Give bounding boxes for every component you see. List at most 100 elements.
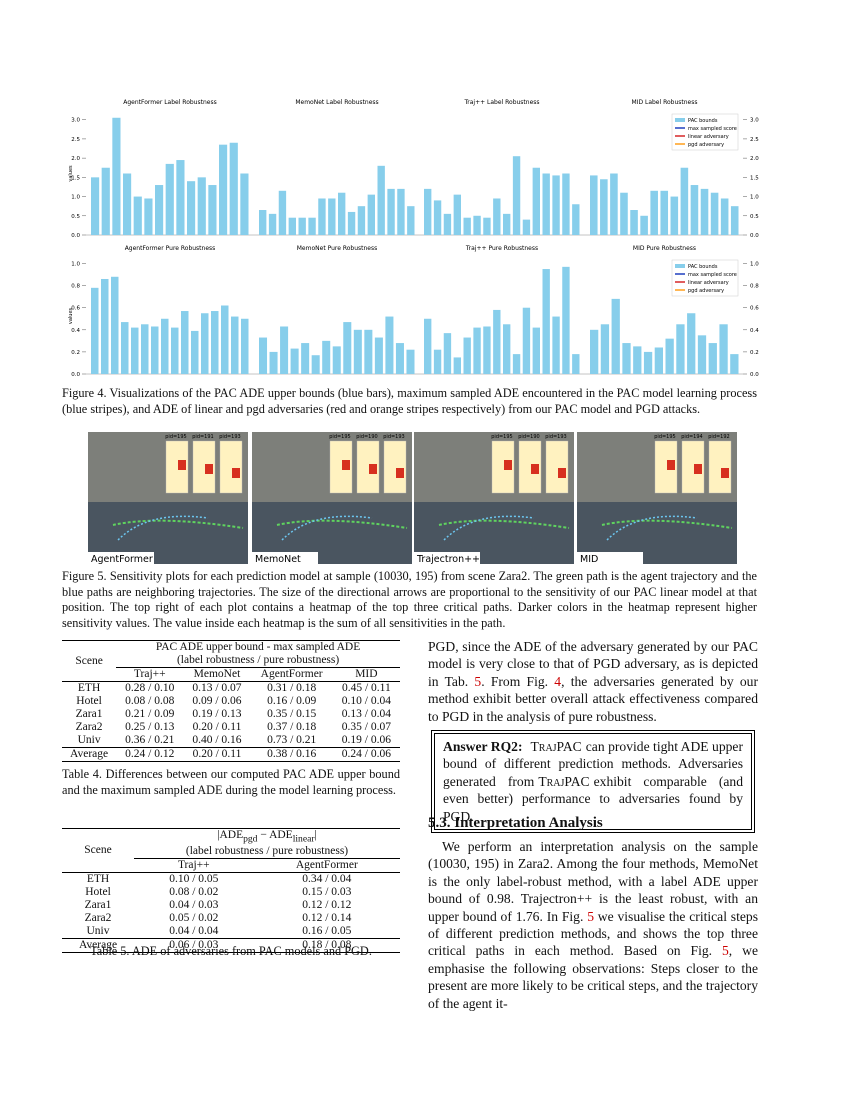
bar [522,219,531,235]
bar [443,213,452,235]
heatmap [219,440,243,494]
cell: ETH [86,873,110,886]
panel-title: Traj++ Pure Robustness [465,245,538,252]
heatmap [329,440,353,494]
panel-title: MID Label Robustness [632,99,698,106]
bar [622,343,631,374]
cell: Zara2 [75,721,103,733]
header-cell: PAC ADE upper bound - max sampled ADE [155,641,361,653]
cell: 0.15 / 0.03 [302,886,352,899]
heatmap-title: pid=193 [545,434,566,440]
label-bg [414,552,480,565]
bar [219,144,228,235]
bar [322,340,331,374]
bar [121,322,129,374]
bar [473,215,481,235]
text: we visualise the critical steps of diffe… [428,908,758,959]
bar [144,198,153,235]
cell: 0.20 / 0.11 [192,721,242,733]
bar [600,179,608,235]
bar [443,333,452,374]
bar [493,198,501,235]
bar [208,185,217,235]
bar [700,188,709,235]
bar [141,324,149,374]
header-row: Traj++ AgentFormer [62,858,400,874]
bar [311,355,320,374]
bar [473,327,481,374]
bar [730,354,739,374]
heatmap-title: pid=195 [329,434,350,440]
bar [532,167,540,235]
bar [483,217,491,235]
bar [328,198,336,235]
bar [221,305,229,374]
bar [112,117,121,235]
bar [161,318,169,374]
heatmap-cell [369,464,377,474]
name: TrajPAC [530,739,582,754]
bar [552,175,560,235]
label-bg [577,552,643,565]
bar [240,173,249,235]
reference: 5 [587,908,594,924]
bar [483,326,491,374]
bar [288,217,296,235]
bar [610,173,618,235]
bar [191,330,199,374]
cell: 0.06 / 0.03 [134,938,254,953]
y2-tick-label: 0.8 [750,284,759,290]
y-axis-label: values [68,307,74,324]
heatmap [165,440,189,494]
heatmap-cell [694,464,702,474]
bar [640,215,648,235]
table-row: Zara1 0.04 / 0.03 0.12 / 0.12 [62,899,400,912]
figure-4-caption: Figure 4. Visualizations of the PAC ADE … [62,386,757,416]
y2-tick-label: 1.0 [750,195,759,201]
bar [424,318,432,374]
cell: 0.45 / 0.11 [341,682,391,694]
y-tick-label: 0.4 [71,328,80,334]
cell: 0.10 / 0.05 [169,873,219,886]
bar [397,188,405,235]
cell: 0.37 / 0.18 [267,721,317,733]
column-header: MID [332,667,400,682]
table-row: Univ 0.36 / 0.21 0.40 / 0.16 0.73 / 0.21 0.1… [62,734,400,748]
panel-title: MID Pure Robustness [633,245,696,252]
cell: 0.40 / 0.16 [192,734,242,746]
panel-title: MemoNet Label Robustness [295,99,378,106]
header-cell: |ADEpgd − ADElinear| [134,829,400,846]
cell: Hotel [76,695,102,707]
text: , the adversaries generated by our metho… [428,673,758,724]
y2-tick-label: 0.0 [750,233,759,239]
cell: ETH [77,682,101,694]
table-row: Zara1 0.21 / 0.09 0.19 / 0.13 0.35 / 0.15 0.… [62,708,400,721]
neighbor-path [117,515,209,541]
neighbor-path [606,515,698,541]
label: Answer RQ2: [443,739,523,754]
cell: 0.24 / 0.06 [332,747,400,762]
bar [181,311,189,374]
y-axis-label: values [68,165,74,182]
heatmap [491,440,515,494]
label-bg [88,552,154,565]
y-tick-label: 0.0 [71,372,80,378]
panel-label: Trajectron++ [416,554,480,565]
cell: 0.20 / 0.11 [183,747,251,762]
text: |ADE [217,829,244,841]
heatmap-cell [721,468,729,478]
bar [151,326,159,374]
figure-5: pid=195 pid=191 pid=193 AgentFormer pid=195 p… [88,432,737,565]
cell: 0.16 / 0.05 [302,925,352,938]
cell: 0.16 / 0.09 [267,695,317,707]
bar [259,210,267,235]
bar [407,206,415,235]
table-row: Average 0.24 / 0.12 0.20 / 0.11 0.38 / 0.16… [62,747,400,762]
bar [308,217,316,235]
panel-title: AgentFormer Label Robustness [123,99,216,106]
bar [512,156,521,235]
table-row: Hotel 0.08 / 0.08 0.09 / 0.06 0.16 / 0.09 0.… [62,695,400,708]
bar [590,329,599,374]
bar [453,194,461,235]
